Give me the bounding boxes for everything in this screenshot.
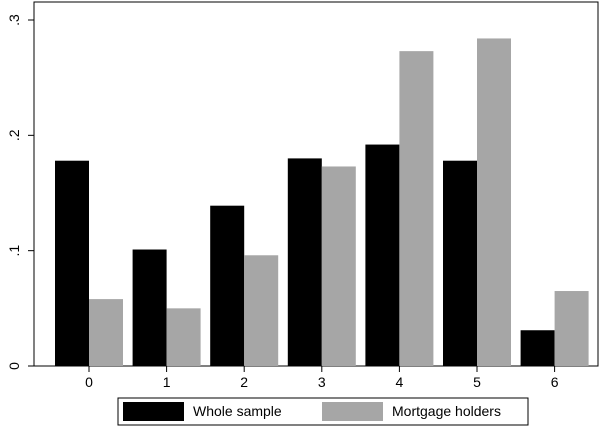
bars [55,38,589,366]
y-tick-label: .1 [6,245,22,257]
bar-whole-sample [443,160,477,366]
y-tick-label: 0 [6,362,22,370]
y-axis: 0 .1 .2 .3 [6,14,34,370]
bar-mortgage-holders [244,255,279,366]
bar-mortgage-holders [321,166,356,366]
x-tick-label: 3 [318,374,326,390]
bar-whole-sample [287,158,322,366]
bar-mortgage-holders [477,38,511,366]
legend-swatch [123,402,184,421]
x-tick-label: 4 [396,374,404,390]
bar-mortgage-holders [166,308,201,366]
y-tick-label: .3 [6,14,22,26]
bar-mortgage-holders [554,291,589,366]
x-tick-label: 2 [240,374,248,390]
bar-whole-sample [210,205,245,366]
x-tick-label: 1 [163,374,171,390]
x-axis: 0 1 2 3 4 5 6 [85,366,559,390]
bar-whole-sample [520,330,555,366]
legend-label: Whole sample [193,403,282,419]
x-tick-label: 0 [85,374,93,390]
bar-mortgage-holders [399,51,434,366]
legend: Whole sample Mortgage holders [117,397,529,426]
y-tick-label: .2 [6,129,22,141]
bar-mortgage-holders [89,299,123,366]
bar-whole-sample [132,249,167,366]
legend-label: Mortgage holders [392,403,501,419]
bar-whole-sample [365,144,400,366]
bar-whole-sample [55,160,89,366]
x-tick-label: 5 [473,374,481,390]
x-tick-label: 6 [551,374,559,390]
legend-swatch [322,402,383,421]
